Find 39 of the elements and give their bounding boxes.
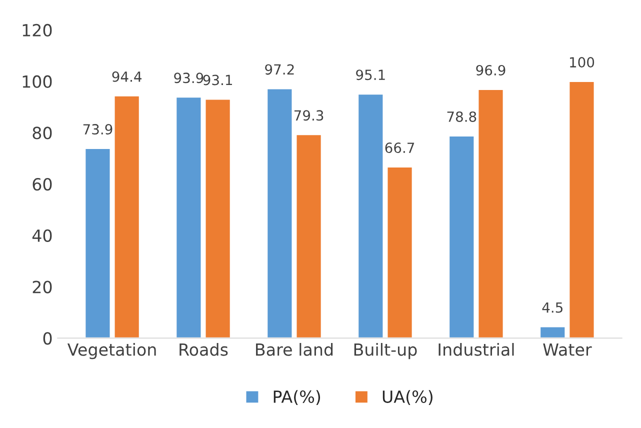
y-tick-label: 0 — [43, 332, 52, 345]
y-tick-label: 20 — [32, 280, 52, 294]
data-label: 93.1 — [203, 74, 232, 86]
bar — [357, 93, 384, 338]
x-tick-label: Vegetation — [67, 342, 156, 360]
data-label: 100 — [570, 57, 594, 68]
bar — [204, 98, 232, 338]
data-label: 97.2 — [265, 64, 294, 75]
x-tick-label: Bare land — [256, 342, 333, 356]
data-label: 94.4 — [112, 71, 142, 82]
bar — [295, 134, 322, 338]
data-label: 79.3 — [294, 110, 324, 121]
y-tick-label: 60 — [32, 178, 52, 191]
x-tick-label: Industrial — [438, 342, 514, 356]
data-label: 73.9 — [83, 124, 112, 135]
data-label: 4.5 — [542, 302, 562, 313]
x-tick-label: Water — [543, 343, 592, 356]
legend-label: PA(%) — [274, 390, 320, 405]
data-label: 95.1 — [356, 70, 385, 80]
bar — [477, 88, 504, 338]
data-label: 66.7 — [385, 142, 414, 154]
x-tick-label: Built-up — [354, 342, 417, 360]
y-tick-label: 40 — [32, 229, 52, 242]
x-tick-label: Roads — [180, 342, 228, 356]
y-tick-label: 100 — [22, 75, 52, 88]
bar — [175, 96, 202, 338]
bar — [568, 80, 596, 338]
data-label: 78.8 — [447, 111, 476, 122]
data-label: 96.9 — [476, 64, 506, 76]
bar — [539, 326, 566, 338]
bar — [84, 148, 112, 338]
bar — [448, 135, 476, 338]
legend-label: UA(%) — [382, 390, 432, 405]
bar — [266, 88, 294, 338]
data-label: 93.9 — [174, 72, 204, 84]
bar — [386, 166, 414, 338]
y-tick-label: 120 — [22, 24, 52, 37]
y-tick-label: 80 — [32, 126, 52, 140]
bar — [113, 95, 140, 338]
